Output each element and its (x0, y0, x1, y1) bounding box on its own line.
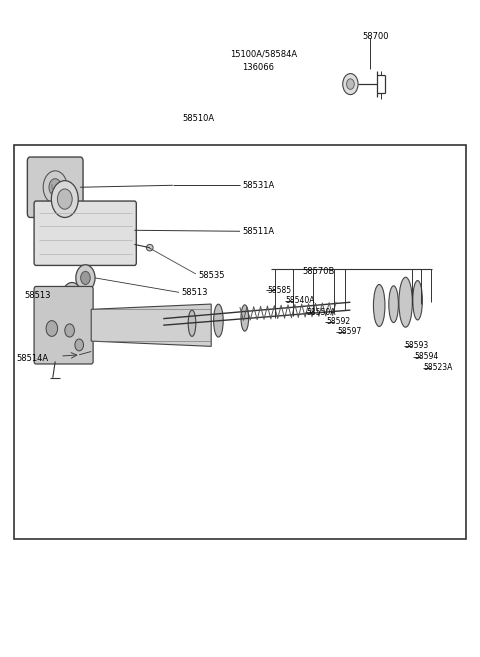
Text: 58513: 58513 (181, 288, 208, 297)
Ellipse shape (241, 305, 249, 331)
Ellipse shape (188, 310, 196, 336)
Circle shape (343, 74, 358, 95)
Text: 58592: 58592 (326, 317, 350, 327)
Circle shape (46, 321, 58, 336)
Text: 58700: 58700 (362, 32, 389, 41)
Ellipse shape (146, 244, 153, 251)
Circle shape (76, 265, 95, 291)
Text: 58523A: 58523A (424, 363, 453, 373)
Circle shape (81, 271, 90, 284)
FancyBboxPatch shape (34, 201, 136, 265)
Text: 58593: 58593 (405, 341, 429, 350)
Circle shape (65, 324, 74, 337)
FancyBboxPatch shape (34, 286, 93, 364)
Text: 58535: 58535 (198, 271, 225, 280)
Circle shape (75, 339, 84, 351)
Text: 58511A: 58511A (242, 227, 275, 236)
Text: 136066: 136066 (242, 62, 275, 72)
Circle shape (51, 181, 78, 217)
Text: 58513: 58513 (24, 291, 50, 300)
Bar (14, 145, 466, 539)
Text: 58531A: 58531A (242, 181, 275, 190)
Circle shape (67, 289, 77, 302)
Text: 58514A: 58514A (17, 353, 49, 363)
Text: 58540A: 58540A (286, 296, 315, 306)
Text: 58594: 58594 (414, 352, 439, 361)
Text: L: L (50, 184, 54, 191)
Ellipse shape (389, 286, 398, 323)
Text: 58585: 58585 (267, 286, 291, 295)
Text: 58510A: 58510A (182, 114, 215, 123)
Text: 58550A: 58550A (306, 307, 336, 317)
Ellipse shape (399, 277, 412, 327)
Text: 58570B: 58570B (302, 267, 335, 277)
Circle shape (62, 283, 82, 309)
Text: 15100A/58584A: 15100A/58584A (230, 49, 298, 58)
Ellipse shape (413, 281, 422, 320)
Circle shape (58, 189, 72, 209)
Text: 58597: 58597 (337, 327, 362, 336)
Circle shape (347, 79, 354, 89)
Circle shape (49, 179, 61, 196)
Ellipse shape (214, 304, 223, 337)
FancyBboxPatch shape (27, 157, 83, 217)
Ellipse shape (373, 284, 385, 327)
Polygon shape (91, 304, 211, 346)
